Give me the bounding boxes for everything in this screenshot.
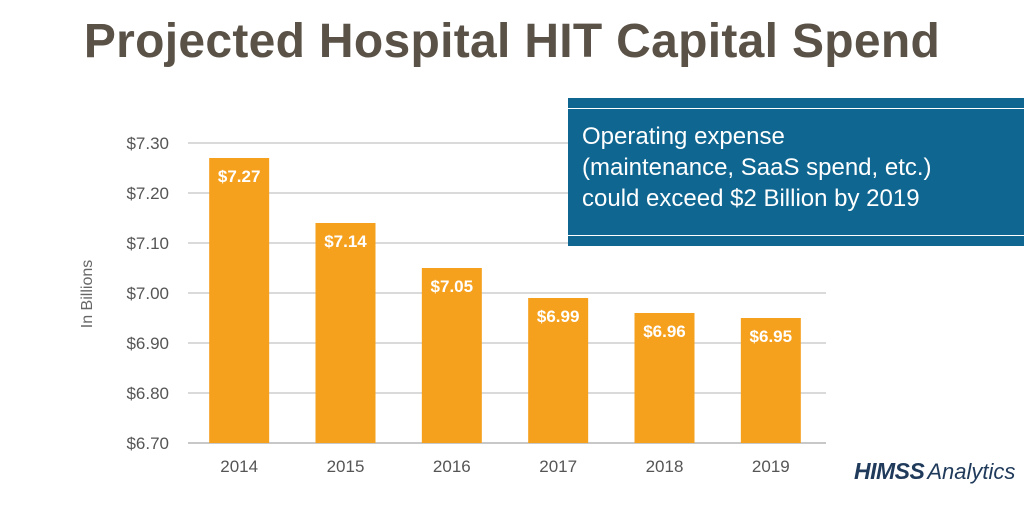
bar-2018 <box>634 313 695 443</box>
data-label: $7.05 <box>431 277 474 296</box>
y-tick-label: $7.30 <box>126 134 169 153</box>
bar-2015 <box>315 223 376 443</box>
x-tick-label: 2018 <box>646 457 684 476</box>
y-tick-label: $7.10 <box>126 234 169 253</box>
data-label: $6.96 <box>643 322 686 341</box>
data-label: $6.99 <box>537 307 580 326</box>
x-tick-label: 2019 <box>752 457 790 476</box>
bar-2017 <box>528 298 589 443</box>
data-label: $7.27 <box>218 167 261 186</box>
x-tick-label: 2017 <box>539 457 577 476</box>
annotation-line: could exceed $2 Billion by 2019 <box>582 185 920 212</box>
data-label: $7.14 <box>324 232 367 251</box>
y-tick-labels: $6.70 $6.80 $6.90 $7.00 $7.10 $7.20 $7.30 <box>126 134 169 453</box>
x-tick-labels: 2014 2015 2016 2017 2018 2019 <box>220 457 789 476</box>
bar-2014 <box>209 158 270 443</box>
x-tick-label: 2015 <box>327 457 365 476</box>
data-label: $6.95 <box>750 327 793 346</box>
y-tick-label: $7.20 <box>126 184 169 203</box>
chart-title: Projected Hospital HIT Capital Spend <box>83 15 941 68</box>
logo-product: Analytics <box>927 459 1016 484</box>
y-tick-label: $7.00 <box>126 284 169 303</box>
x-tick-label: 2014 <box>220 457 258 476</box>
annotation-text: Operating expense (maintenance, SaaS spen… <box>582 121 1024 214</box>
bar-2019 <box>740 318 801 443</box>
y-axis-title: In Billions <box>79 260 96 328</box>
annotation-line: Operating expense <box>582 123 785 150</box>
annotation-box: Operating expense (maintenance, SaaS spen… <box>568 98 1024 246</box>
himss-analytics-logo: HIMSS Analytics <box>854 458 1015 492</box>
y-tick-label: $6.80 <box>126 384 169 403</box>
logo-brand: HIMSS <box>854 458 925 484</box>
y-tick-label: $6.70 <box>126 434 169 453</box>
x-tick-label: 2016 <box>433 457 471 476</box>
bar-2016 <box>421 268 482 443</box>
annotation-line: (maintenance, SaaS spend, etc.) <box>582 154 932 181</box>
bars: $7.27 $7.14 $7.05 $6.99 $6.96 $6.95 <box>209 158 801 443</box>
y-tick-label: $6.90 <box>126 334 169 353</box>
